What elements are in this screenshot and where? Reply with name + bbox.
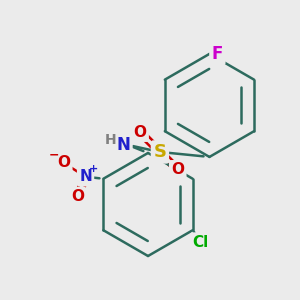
Text: H: H (105, 133, 116, 147)
Text: N: N (116, 136, 130, 154)
Text: +: + (89, 164, 98, 174)
Text: −: − (49, 148, 59, 161)
Text: O: O (57, 155, 70, 170)
Text: N: N (79, 169, 92, 184)
Text: O: O (171, 162, 184, 177)
Text: O: O (71, 189, 84, 204)
Text: F: F (212, 45, 223, 63)
Text: O: O (134, 125, 147, 140)
Text: Cl: Cl (192, 235, 209, 250)
Text: S: S (153, 143, 167, 161)
